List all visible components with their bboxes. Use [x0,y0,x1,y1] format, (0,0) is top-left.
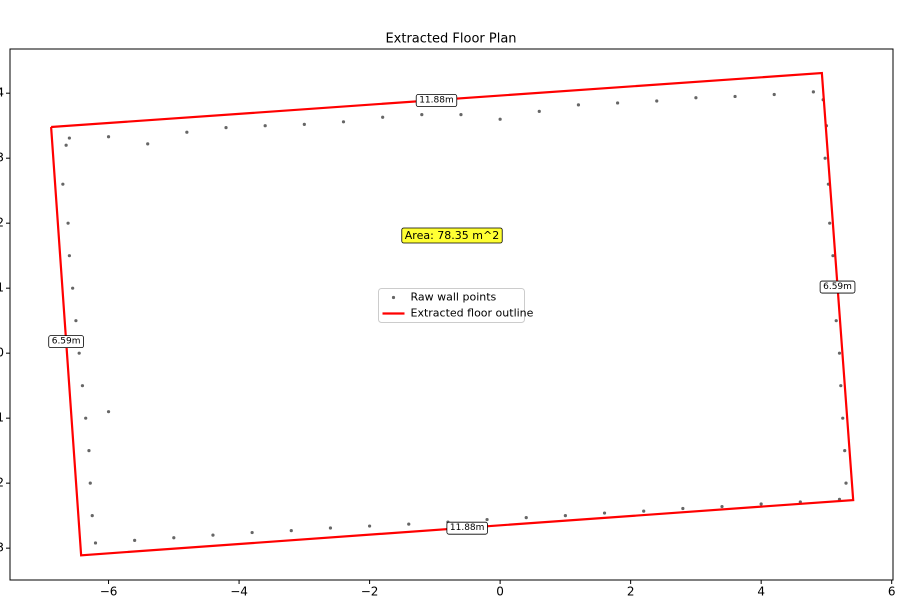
wall-point [537,109,541,113]
wall-point [733,94,737,99]
legend-label: Extracted floor outline [411,307,534,320]
wall-point [77,351,81,355]
wall-point [811,90,815,94]
wall-point [106,135,111,139]
wall-point [80,384,85,388]
wall-point [720,504,724,509]
legend-label: Raw wall points [411,291,497,304]
wall-point [420,113,424,117]
wall-point [133,538,137,542]
wall-point [602,511,607,515]
wall-point [642,509,646,513]
y-tick-label: 2 [0,216,4,230]
y-tick-label: −2 [0,476,4,490]
x-tick-label: −4 [230,585,248,599]
y-tick-label: 4 [0,86,4,100]
wall-point [289,529,293,533]
wall-point [224,126,228,130]
wall-point [172,536,176,540]
wall-point [841,416,845,420]
wall-point [837,351,842,355]
wall-point [828,221,832,225]
edge-label: 6.59m [52,337,81,347]
wall-point [381,115,385,119]
wall-point [843,449,847,453]
outline [50,71,855,557]
wall-point [263,124,267,128]
wall-point [90,514,94,518]
wall-point [67,136,71,140]
wall-point [146,142,150,146]
x-tick-label: −6 [100,585,118,599]
plot-frame [9,48,894,581]
legend-box [378,288,525,323]
wall-point [67,254,71,258]
chart-title: Extracted Floor Plan [385,32,516,47]
wall-point [615,101,620,105]
area-label: Area: 78.35 m^2 [405,229,499,242]
wall-point [71,286,75,290]
y-tick-label: −1 [0,411,4,425]
x-tick-label: 6 [888,585,896,599]
edge-label-box [446,521,488,535]
edge-label: 11.88m [419,96,454,106]
wall-point [106,410,111,414]
wall-point [93,541,98,545]
wall-point [88,481,92,485]
wall-point [84,416,88,420]
wall-point [341,120,346,124]
legend-marker [391,295,396,300]
wall-point [772,92,776,97]
wall-point [681,506,685,511]
x-tick-label: 0 [496,585,504,599]
wall-point [185,130,189,134]
wall-point [498,117,502,121]
wall-point [211,533,215,537]
wall-point [66,221,70,225]
wall-point [74,319,78,323]
wall-point [328,526,333,530]
wall-point [834,319,838,323]
x-tick-label: 4 [757,585,765,599]
wall-point [407,522,411,526]
x-tick-label: −2 [361,585,379,599]
wall-point [61,182,65,186]
wall-point [87,449,91,453]
wall-point [844,481,848,485]
wall-point [823,156,827,160]
edge-label-box [48,335,84,349]
wall-point [576,103,581,107]
edge-label-box [415,94,458,107]
edge-label: 6.59m [823,282,852,292]
wall-point [694,96,698,100]
y-tick-label: 1 [0,281,4,295]
wall-point [367,524,372,528]
legend: Raw wall points Extracted floor outline [378,288,534,323]
y-tick-label: 0 [0,346,4,360]
wall-point [655,99,659,103]
wall-point [459,113,463,117]
wall-point [250,530,254,535]
wall-point [831,254,835,258]
wall-point [839,384,843,388]
wall-point [64,143,68,147]
edge-label: 11.88m [450,523,485,533]
x-tick-label: 2 [627,585,635,599]
wall-point [485,517,489,522]
wall-point [563,514,567,518]
area-label-box [401,227,503,244]
wall-point [524,516,528,520]
y-tick-label: 3 [0,151,4,165]
wall-point [302,122,306,126]
y-tick-label: −3 [0,541,4,555]
wall-point [759,502,763,506]
edge-label-box [819,280,856,294]
